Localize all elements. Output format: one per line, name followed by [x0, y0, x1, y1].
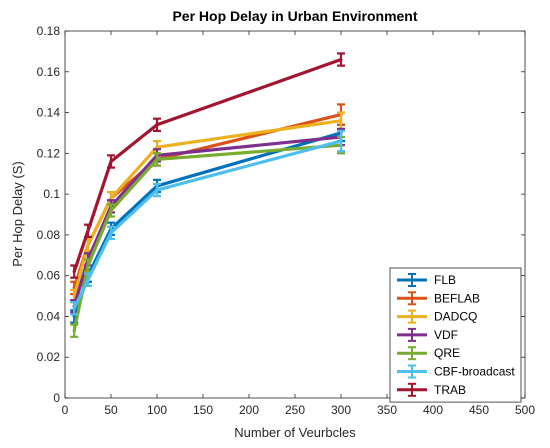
error-bar	[337, 129, 345, 153]
legend-item: QRE	[397, 346, 460, 361]
legend: FLB BEFLAB DADCQ VDF QRE CBF-broadcast TRAB	[389, 267, 522, 403]
x-tick-label: 50	[104, 403, 118, 417]
series-trab	[70, 52, 345, 279]
error-bar	[153, 182, 161, 198]
x-tick-label: 100	[147, 403, 167, 417]
error-bar	[70, 323, 79, 338]
data-point	[109, 159, 113, 164]
y-tick-label: 0.08	[37, 228, 61, 242]
x-tick-label: 450	[469, 403, 489, 417]
legend-item: TRAB	[397, 382, 466, 397]
legend-label: QRE	[434, 346, 460, 360]
data-point	[72, 306, 76, 310]
data-point	[86, 243, 90, 247]
legend-label: BEFLAB	[434, 291, 480, 305]
data-point	[72, 314, 76, 319]
x-tick-label: 300	[331, 403, 351, 417]
error-bar	[337, 52, 345, 67]
data-point	[72, 329, 76, 333]
x-axis-label: Number of Veurbcles	[234, 425, 356, 440]
y-tick-label: 0.12	[37, 146, 61, 160]
error-bar	[70, 264, 79, 279]
legend-item: CBF-broadcast	[397, 364, 515, 379]
error-bar	[84, 223, 92, 239]
data-point	[155, 123, 159, 127]
data-point	[155, 145, 159, 149]
legend-item: DADCQ	[397, 309, 477, 324]
error-bar	[107, 154, 115, 169]
data-point	[86, 263, 90, 268]
legend-label: VDF	[434, 328, 458, 342]
legend-item: FLB	[397, 273, 456, 287]
data-point	[339, 119, 343, 123]
legend-label: CBF-broadcast	[434, 365, 515, 379]
legend-box	[389, 267, 522, 403]
y-tick-label: 0	[53, 391, 60, 405]
data-point	[72, 269, 76, 274]
x-tick-label: 350	[377, 403, 397, 417]
y-tick-label: 0.04	[37, 309, 61, 323]
error-bar	[153, 117, 161, 133]
data-point	[109, 208, 113, 213]
data-point	[109, 231, 113, 235]
series-cbf-broadcast	[70, 129, 345, 316]
series-layer	[70, 52, 345, 338]
error-bar	[107, 203, 115, 218]
data-point	[339, 139, 343, 143]
chart-title: Per Hop Delay in Urban Environment	[172, 8, 417, 24]
data-point	[155, 157, 159, 162]
data-point	[86, 229, 90, 233]
legend-label: TRAB	[434, 383, 466, 397]
x-tick-label: 400	[423, 403, 443, 417]
x-tick-label: 150	[193, 403, 213, 417]
data-point	[109, 196, 113, 200]
x-tick-label: 500	[515, 403, 535, 417]
data-point	[155, 188, 159, 192]
y-tick-label: 0.1	[43, 187, 60, 201]
error-bar	[70, 301, 79, 316]
error-bar	[153, 152, 161, 167]
plot-frame	[64, 30, 526, 399]
y-tick-label: 0.18	[37, 24, 61, 38]
error-bar	[107, 225, 115, 241]
x-tick-label: 250	[285, 403, 305, 417]
data-point	[86, 278, 90, 282]
data-point	[339, 57, 343, 62]
data-point	[72, 294, 76, 298]
legend-item: BEFLAB	[397, 291, 480, 306]
x-tick-label: 200	[239, 403, 259, 417]
x-tick-label: 0	[62, 403, 69, 417]
legend-label: DADCQ	[434, 310, 477, 324]
axis-ticks: 0 50 100 150 200 250 300 350 400 450 500 0 0.02 0.04 0…	[37, 24, 536, 417]
y-axis-label: Per Hop Delay (S)	[10, 161, 25, 266]
error-bar	[84, 272, 92, 287]
y-tick-label: 0.14	[37, 106, 61, 120]
y-tick-label: 0.06	[37, 269, 61, 283]
legend-label: FLB	[434, 273, 456, 287]
y-tick-label: 0.02	[37, 350, 61, 364]
legend-item: VDF	[397, 327, 458, 342]
y-tick-label: 0.16	[37, 65, 61, 79]
